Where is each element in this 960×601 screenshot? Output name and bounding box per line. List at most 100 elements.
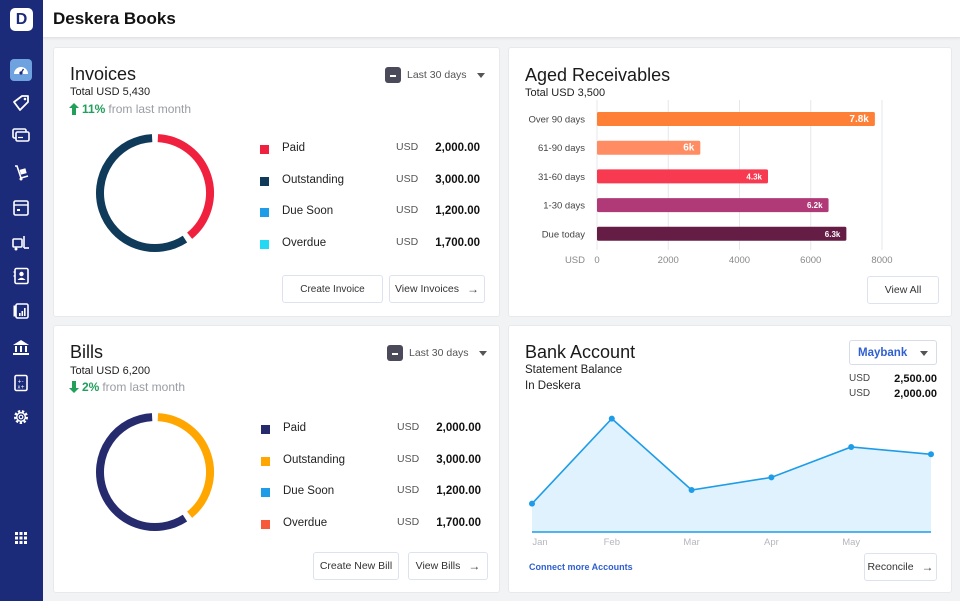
x-tick-label: Mar [683,537,699,548]
sidebar-item-settings[interactable] [10,406,32,428]
bar-31-60-days[interactable] [597,169,768,184]
legend-currency: USD [397,484,420,496]
view-invoices-label: View Invoices [394,283,459,295]
category-label: Due today [542,229,586,240]
deskera-currency: USD [849,388,871,399]
bills-period-dropdown[interactable]: Last 30 days [387,345,487,361]
legend-item-due-soon: Due Soon USD 1,200.00 [261,484,481,517]
bar-value-label: 6.2k [807,201,823,210]
data-point[interactable] [529,500,535,507]
x-tick-label: 2000 [658,255,679,266]
legend-amount: 1,200.00 [435,205,480,217]
create-invoice-label: Create Invoice [300,283,365,295]
invoices-card: Invoices Total USD 5,430 11% from last m… [53,47,500,317]
invoices-period-dropdown[interactable]: Last 30 days [385,67,485,83]
legend-amount: 3,000.00 [435,173,480,186]
invoices-trend-text: from last month [108,102,192,116]
legend-swatch [261,456,270,466]
legend-amount: 2,000.00 [435,142,480,154]
calendar-icon [385,67,401,83]
aged-receivables-total: Total USD 3,500 [525,87,606,99]
dashboard-gauge-icon [14,67,28,75]
donut-segment-paid [96,413,188,531]
legend-amount: 1,700.00 [435,236,480,249]
legend-label: Paid [282,142,306,154]
deskera-logo[interactable]: D [10,8,33,31]
reconcile-label: Reconcile [867,561,914,573]
category-label: Over 90 days [529,115,586,126]
apps-grid-button[interactable] [10,527,32,549]
statement-currency: USD [849,373,871,384]
legend-item-paid: Paid USD 2,000.00 [260,141,480,174]
donut-segment-paid [157,134,214,239]
category-label: 61-90 days [538,143,585,154]
x-tick-label: 0 [594,255,599,266]
bills-donut-chart [96,413,214,531]
data-point[interactable] [848,443,855,450]
aged-receivables-bar-chart: 0 2000 4000 6000 8000 USD Over 90 days 7.8k 61-9… [529,100,893,266]
chevron-down-icon [478,350,487,356]
legend-currency: USD [396,172,419,185]
bar-over-90-days[interactable] [597,112,875,126]
chevron-down-icon [476,72,485,78]
legend-currency: USD [397,421,420,433]
sidebar-item-dashboard[interactable] [10,59,32,81]
legend-label: Outstanding [283,453,346,466]
legend-currency: USD [397,515,420,528]
data-point[interactable] [768,474,775,481]
create-invoice-button[interactable]: Create Invoice [282,275,383,303]
hand-truck-icon [15,165,29,181]
bar-1-30-days[interactable] [597,198,829,213]
legend-currency: USD [396,204,419,216]
contact-book-icon [13,267,29,285]
trend-down-arrow-icon [69,381,79,393]
x-tick-label: 6000 [800,255,821,266]
gear-icon [14,410,28,424]
sidebar-item-payments[interactable] [10,124,32,146]
legend-currency: USD [397,452,420,465]
view-bills-button[interactable]: View Bills → [408,552,488,580]
legend-item-overdue: Overdue USD 1,700.00 [260,236,480,269]
box-icon [13,200,29,216]
data-point[interactable] [928,451,934,458]
create-new-bill-button[interactable]: Create New Bill [313,552,399,580]
svg-text:+-: +- [18,379,24,385]
x-tick-label: 4000 [729,255,750,266]
bank-select-dropdown[interactable]: Maybank [849,340,937,365]
view-all-button[interactable]: View All [867,276,939,304]
legend-item-outstanding: Outstanding USD 3,000.00 [260,172,480,206]
bar-61-90-days[interactable] [597,140,701,155]
legend-label: Outstanding [282,173,345,186]
sidebar-item-banking[interactable] [10,336,32,358]
data-point[interactable] [688,487,695,493]
sidebar-item-purchase[interactable] [10,162,32,184]
credit-card-icon [12,128,30,142]
sidebar-item-accounting[interactable]: +- x+ [10,372,32,394]
sidebar-item-sales[interactable] [10,92,32,114]
legend-label: Paid [283,422,307,434]
bills-total: Total USD 6,200 [70,365,151,377]
legend-amount: 3,000.00 [436,453,481,466]
sidebar-item-products[interactable] [10,197,32,219]
invoices-trend-percent: 11% [82,102,106,116]
legend-item-due-soon: Due Soon USD 1,200.00 [260,204,480,237]
calendar-icon [387,345,403,361]
view-bills-label: View Bills [415,560,461,572]
grid-apps-icon [15,532,27,544]
sidebar-item-inventory[interactable] [10,232,32,254]
sidebar-item-contacts[interactable] [10,265,32,287]
view-invoices-button[interactable]: View Invoices → [389,275,485,303]
in-deskera-label: In Deskera [525,380,581,392]
bar-value-label: 4.3k [746,172,762,181]
price-tag-icon [13,95,29,111]
reconcile-button[interactable]: Reconcile → [864,553,937,581]
sidebar-item-reports[interactable] [10,300,32,322]
bank-account-title: Bank Account [525,342,636,362]
legend-amount: 1,700.00 [436,516,481,529]
invoices-total: Total USD 5,430 [70,86,151,98]
connect-more-accounts-link[interactable]: Connect more Accounts [529,562,633,572]
top-bar: Deskera Books [43,0,960,38]
bar-due-today[interactable] [597,226,847,241]
sidebar: D +- x+ [0,0,43,601]
data-point[interactable] [608,415,615,422]
